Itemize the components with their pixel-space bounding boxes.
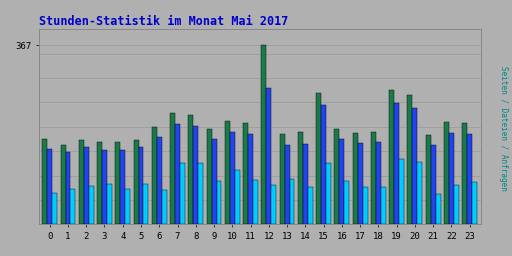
Bar bbox=[175, 124, 180, 224]
Bar bbox=[262, 45, 266, 224]
Bar bbox=[120, 150, 125, 224]
Bar bbox=[107, 184, 112, 224]
Bar bbox=[376, 142, 381, 224]
Bar bbox=[157, 137, 162, 224]
Bar bbox=[381, 187, 386, 224]
Bar bbox=[42, 139, 47, 224]
Bar bbox=[143, 184, 148, 224]
Bar bbox=[334, 129, 339, 224]
Bar bbox=[462, 123, 467, 224]
Bar bbox=[454, 185, 459, 224]
Bar bbox=[344, 182, 349, 224]
Bar bbox=[162, 190, 167, 224]
Bar bbox=[394, 103, 399, 224]
Bar bbox=[211, 140, 217, 224]
Bar bbox=[102, 150, 107, 224]
Bar bbox=[339, 140, 344, 224]
Bar bbox=[362, 187, 368, 224]
Bar bbox=[399, 159, 404, 224]
Bar bbox=[426, 135, 431, 224]
Text: Stunden-Statistik im Monat Mai 2017: Stunden-Statistik im Monat Mai 2017 bbox=[39, 15, 288, 28]
Bar bbox=[134, 141, 139, 224]
Bar bbox=[66, 152, 71, 224]
Bar bbox=[125, 189, 130, 224]
Bar bbox=[230, 132, 235, 224]
Bar bbox=[52, 193, 57, 224]
Bar bbox=[413, 108, 417, 224]
Bar bbox=[47, 149, 52, 224]
Bar bbox=[170, 113, 175, 224]
Bar bbox=[316, 93, 321, 224]
Bar bbox=[84, 147, 89, 224]
Bar bbox=[266, 88, 271, 224]
Bar bbox=[308, 187, 313, 224]
Bar bbox=[97, 142, 102, 224]
Bar bbox=[198, 163, 203, 224]
Text: Seiten / Dateien / Anfragen: Seiten / Dateien / Anfragen bbox=[499, 66, 508, 190]
Bar bbox=[207, 129, 211, 224]
Bar bbox=[253, 180, 258, 224]
Bar bbox=[358, 143, 362, 224]
Bar bbox=[353, 133, 358, 224]
Bar bbox=[139, 147, 143, 224]
Bar bbox=[290, 179, 294, 224]
Bar bbox=[280, 134, 285, 224]
Bar bbox=[217, 182, 221, 224]
Bar bbox=[89, 186, 94, 224]
Bar bbox=[371, 132, 376, 224]
Bar bbox=[472, 182, 477, 224]
Bar bbox=[79, 141, 84, 224]
Bar bbox=[298, 132, 303, 224]
Bar bbox=[115, 142, 120, 224]
Bar bbox=[444, 122, 449, 224]
Bar bbox=[248, 134, 253, 224]
Bar bbox=[326, 163, 331, 224]
Bar bbox=[243, 123, 248, 224]
Bar bbox=[467, 134, 472, 224]
Bar bbox=[417, 162, 422, 224]
Bar bbox=[449, 133, 454, 224]
Bar bbox=[389, 90, 394, 224]
Bar bbox=[285, 145, 290, 224]
Bar bbox=[321, 105, 326, 224]
Bar bbox=[71, 189, 75, 224]
Bar bbox=[303, 144, 308, 224]
Bar bbox=[180, 163, 185, 224]
Bar bbox=[436, 194, 440, 224]
Bar bbox=[188, 115, 194, 224]
Bar bbox=[271, 185, 276, 224]
Bar bbox=[408, 95, 413, 224]
Bar bbox=[431, 145, 436, 224]
Bar bbox=[152, 127, 157, 224]
Bar bbox=[235, 170, 240, 224]
Bar bbox=[194, 126, 198, 224]
Bar bbox=[225, 121, 230, 224]
Bar bbox=[60, 145, 66, 224]
